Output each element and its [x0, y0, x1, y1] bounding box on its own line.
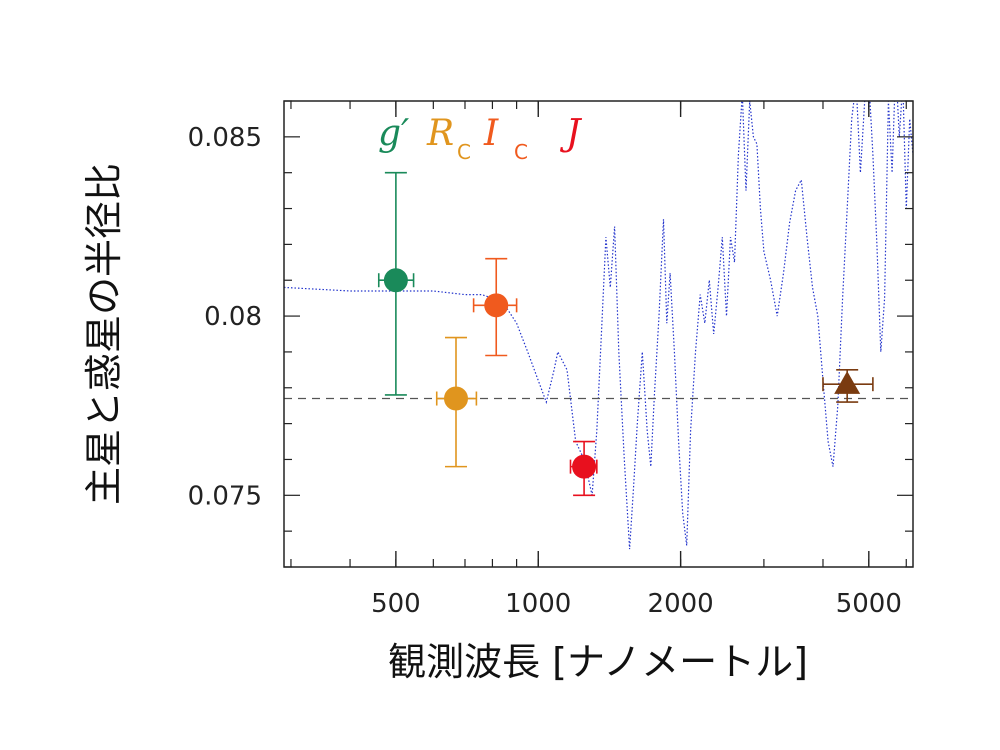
plot-frame [283, 100, 914, 568]
circle-marker [383, 268, 408, 293]
circle-marker [443, 386, 468, 411]
band-label-subscript: C [514, 140, 528, 164]
band-label: R [426, 113, 454, 154]
data-point [472, 257, 518, 357]
data-point [569, 440, 598, 497]
data-point [435, 336, 478, 468]
x-tick-label: 5000 [836, 589, 902, 619]
y-tick-label: 0.08 [204, 302, 262, 332]
band-label-subscript: C [457, 140, 471, 164]
circle-marker [572, 454, 597, 479]
axis-ticks [284, 100, 913, 568]
circle-marker [484, 293, 509, 318]
data-points [377, 171, 874, 497]
x-tick-label: 500 [371, 589, 421, 619]
x-axis-title: 観測波長 [ナノメートル] [388, 640, 808, 684]
band-labels: g′ R C I C J [378, 113, 583, 164]
band-label: g′ [378, 113, 409, 154]
y-tick-label: 0.075 [188, 481, 262, 511]
band-label: I [483, 113, 499, 154]
triangle-marker [834, 371, 861, 394]
data-point [822, 369, 874, 403]
x-tick-label: 1000 [505, 589, 571, 619]
tick-labels: 500 1000 2000 5000 0.075 0.08 0.085 [188, 123, 902, 619]
y-axis-title: 主星と惑星の半径比 [82, 163, 126, 505]
x-tick-label: 2000 [648, 589, 714, 619]
data-point [377, 171, 415, 396]
y-tick-label: 0.085 [188, 123, 262, 153]
band-label: J [559, 113, 583, 154]
